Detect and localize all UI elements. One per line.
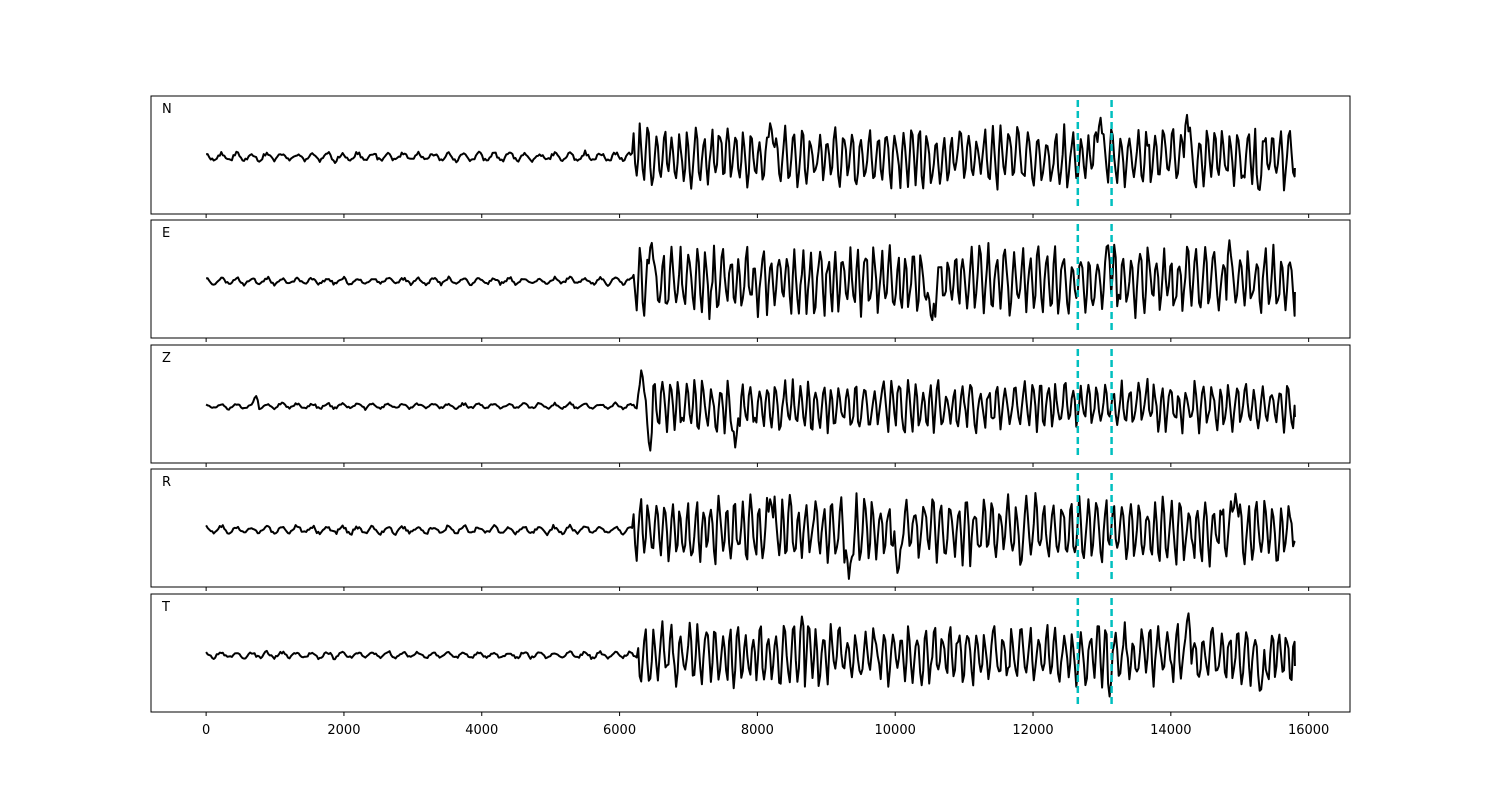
x-tick-label: 10000 (875, 723, 916, 738)
x-tick-label: 14000 (1150, 723, 1191, 738)
panel-label: N (162, 102, 172, 117)
x-tick-label: 6000 (603, 723, 636, 738)
panel-frame (150, 95, 1351, 215)
panel-e: E (150, 219, 1351, 342)
panels-group: N E Z R T (150, 95, 1351, 716)
panel-z: Z (150, 344, 1351, 467)
x-tick-label: 2000 (327, 723, 360, 738)
panel-label: Z (162, 351, 171, 366)
x-tick-label: 4000 (465, 723, 498, 738)
x-axis: 0 2000 4000 6000 8000 10000 12000 14000 16000 (202, 723, 1329, 738)
panel-label: E (162, 226, 170, 241)
waveform-trace (205, 492, 1296, 580)
panel-frame (150, 344, 1351, 464)
x-tick-label: 16000 (1288, 723, 1329, 738)
waveform-trace (205, 113, 1296, 192)
x-tick-label: 0 (202, 723, 210, 738)
panel-frame (150, 593, 1351, 713)
x-tick-label: 12000 (1012, 723, 1053, 738)
x-tick-label: 8000 (741, 723, 774, 738)
panel-frame (150, 219, 1351, 339)
panel-r: R (150, 468, 1351, 591)
panel-n: N (150, 95, 1351, 218)
waveform-trace (205, 612, 1296, 698)
waveform-trace (205, 369, 1296, 452)
panel-frame (150, 468, 1351, 588)
panel-label: R (162, 475, 171, 490)
waveform-trace (205, 239, 1296, 322)
panel-label: T (161, 600, 170, 615)
panel-t: T (150, 593, 1351, 716)
